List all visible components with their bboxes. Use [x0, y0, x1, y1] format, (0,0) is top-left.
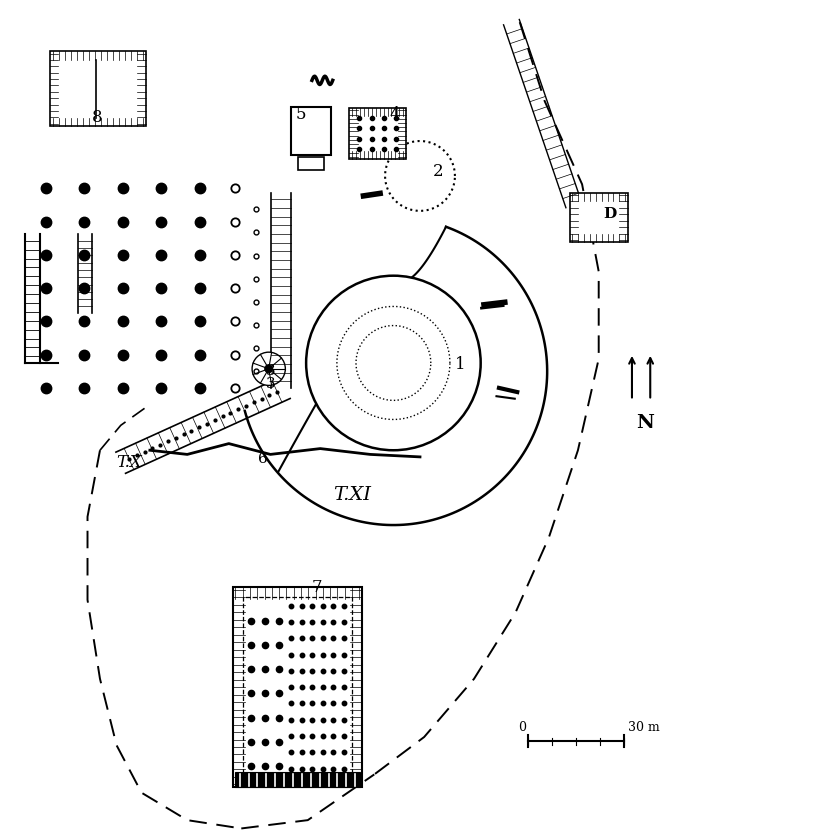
Text: 7: 7 — [312, 579, 323, 595]
Bar — [234, 772, 360, 787]
Text: T.X: T.X — [117, 454, 142, 471]
Circle shape — [265, 364, 273, 373]
Text: 3: 3 — [266, 377, 276, 391]
Bar — [243, 597, 352, 777]
Bar — [349, 108, 406, 159]
Bar — [298, 157, 324, 170]
Text: 8: 8 — [92, 109, 102, 126]
Circle shape — [306, 276, 480, 450]
Bar — [50, 51, 145, 126]
Bar — [233, 587, 362, 787]
Text: N: N — [636, 414, 654, 432]
Text: 5: 5 — [296, 107, 306, 123]
Bar — [291, 107, 331, 155]
Text: 4: 4 — [389, 107, 400, 123]
Circle shape — [252, 352, 286, 385]
Text: T.XI: T.XI — [333, 486, 370, 504]
Bar — [570, 193, 627, 243]
Text: 1: 1 — [455, 356, 465, 373]
Text: 6: 6 — [258, 452, 268, 465]
Text: 30 m: 30 m — [627, 721, 659, 734]
Text: 2: 2 — [433, 163, 443, 180]
Text: D: D — [603, 207, 616, 220]
Text: 0: 0 — [518, 721, 526, 734]
Text: 3: 3 — [266, 364, 276, 379]
